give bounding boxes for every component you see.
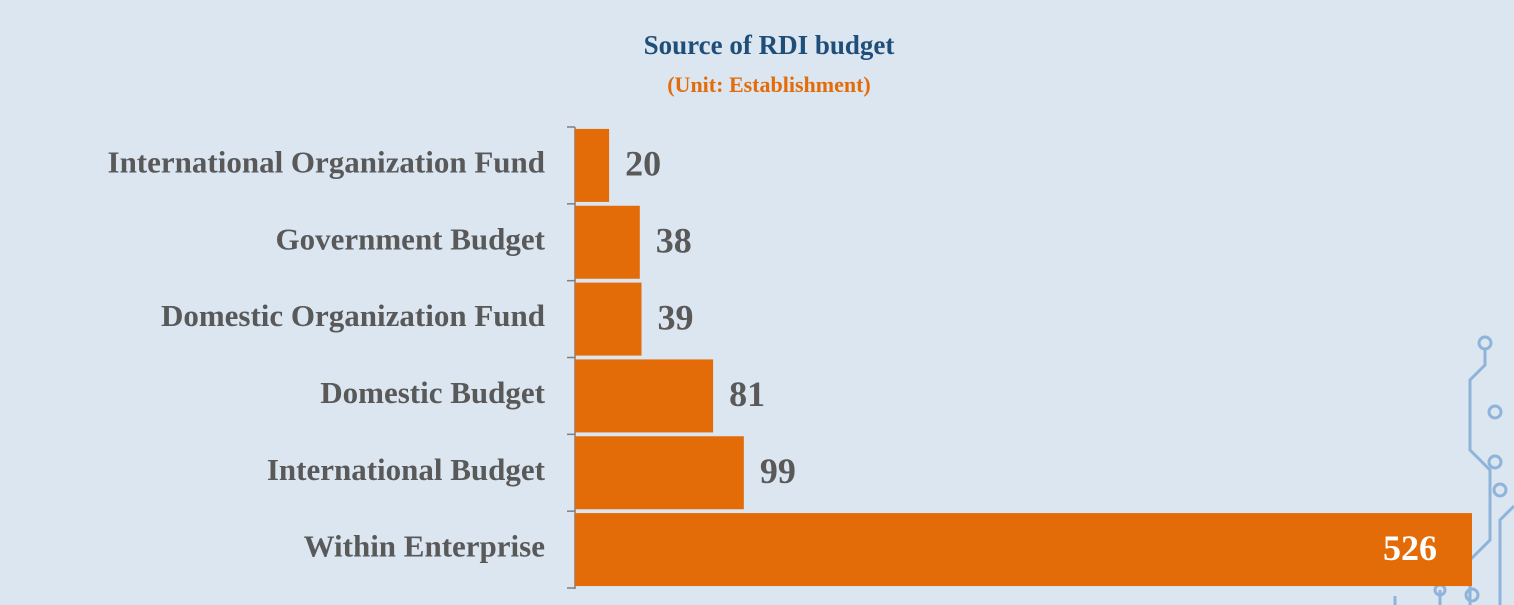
category-label: Domestic Organization Fund [161, 298, 545, 333]
value-label: 99 [760, 451, 796, 491]
value-label: 39 [658, 297, 694, 337]
value-label: 20 [625, 144, 661, 184]
bar [575, 513, 1472, 587]
bar [575, 436, 744, 510]
value-label: 81 [729, 374, 765, 414]
value-label: 526 [1383, 528, 1437, 568]
category-label: International Budget [267, 452, 546, 487]
chart-title: Source of RDI budget [644, 30, 895, 60]
category-label: International Organization Fund [108, 145, 546, 180]
bar [575, 282, 642, 356]
bar [575, 359, 714, 433]
chart-subtitle: (Unit: Establishment) [667, 72, 871, 97]
bar [575, 205, 640, 279]
category-label: Government Budget [275, 221, 545, 256]
category-label: Within Enterprise [304, 529, 545, 564]
value-label: 38 [656, 221, 692, 261]
circuit-decoration [1393, 335, 1514, 605]
bar [575, 128, 610, 202]
category-label: Domestic Budget [320, 375, 545, 410]
